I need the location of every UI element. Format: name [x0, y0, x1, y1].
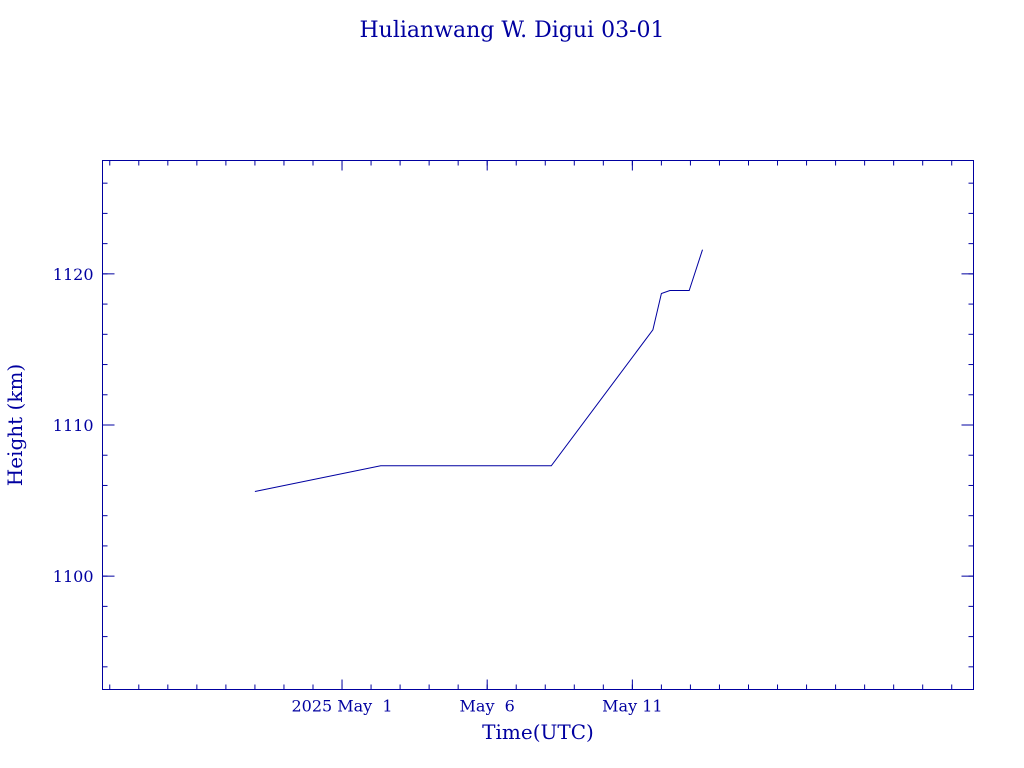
x-tick-label: May 6	[460, 697, 515, 716]
y-tick-label: 1120	[53, 265, 94, 284]
y-tick-label: 1110	[53, 416, 94, 435]
x-tick-label: May 11	[602, 697, 662, 716]
axis-tick-labels: 2025 May 1 May 6 May 11 1100 1110 1120	[53, 265, 663, 716]
y-tick-label: 1100	[53, 567, 94, 586]
x-tick-label: 2025 May 1	[291, 697, 392, 716]
chart-title: Hulianwang W. Digui 03-01	[359, 18, 664, 43]
x-axis-label: Time(UTC)	[482, 720, 594, 744]
series-line	[254, 249, 703, 492]
plot-frame	[102, 160, 974, 690]
axis-ticks	[102, 160, 974, 690]
y-axis-label: Height (km)	[3, 364, 27, 486]
